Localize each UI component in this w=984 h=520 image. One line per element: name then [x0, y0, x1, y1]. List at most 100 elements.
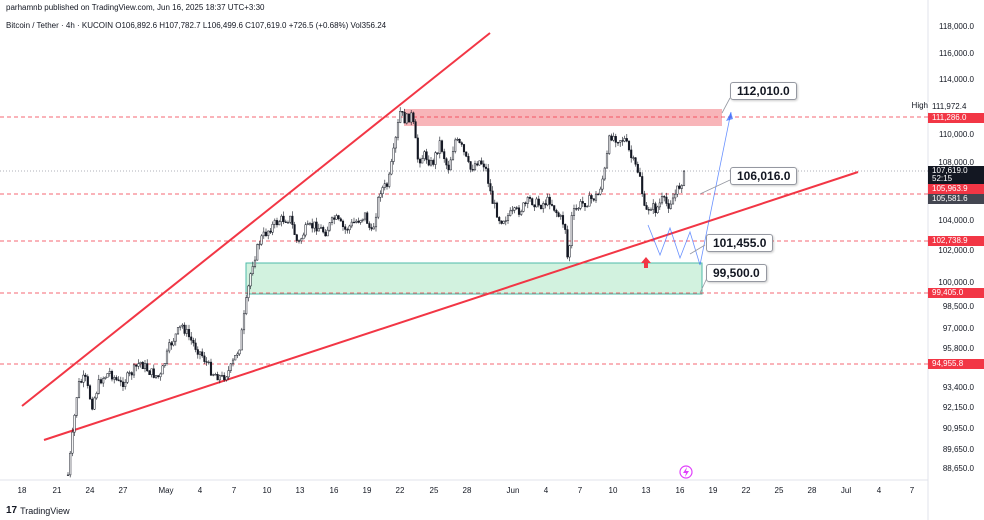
candle-body: [379, 193, 382, 198]
callout-99500[interactable]: 99,500.0: [706, 264, 767, 282]
price-axis-label: 102,000.0: [938, 246, 974, 255]
candle-body: [223, 375, 226, 381]
candle-body: [93, 397, 96, 410]
candle-body: [621, 140, 624, 142]
price-tag: 102,738.9: [928, 236, 984, 246]
candle-body: [350, 221, 353, 227]
candle-body: [128, 372, 131, 374]
candle-body: [84, 374, 87, 377]
candle-body: [372, 226, 375, 230]
candle-body: [220, 375, 224, 377]
candle-body: [658, 202, 661, 208]
callout-106016[interactable]: 106,016.0: [730, 167, 798, 185]
candle-body: [240, 329, 243, 351]
candle-body: [401, 111, 404, 113]
footer: 17 TradingView: [6, 505, 70, 516]
arrow-up-icon: [641, 257, 651, 268]
lightning-icon[interactable]: [679, 465, 693, 479]
candle-body: [225, 376, 228, 381]
candle-body: [588, 195, 591, 207]
candle-body: [388, 173, 391, 187]
candle-body: [656, 206, 659, 213]
time-axis-label: 16: [675, 486, 685, 495]
connector-101455: [689, 244, 706, 255]
candle-body: [357, 220, 360, 223]
candle-body: [212, 374, 215, 376]
connector-99500: [699, 277, 708, 294]
candle-body: [676, 185, 679, 195]
candle-body: [121, 381, 125, 387]
candle-body: [300, 238, 303, 242]
candle-body: [520, 211, 523, 215]
candle-body: [154, 375, 158, 378]
callout-112010[interactable]: 112,010.0: [730, 82, 797, 100]
candle-body: [247, 285, 250, 298]
candle-body: [623, 138, 626, 142]
candle-body: [583, 203, 587, 208]
callout-101455[interactable]: 101,455.0: [706, 234, 774, 252]
candle-body: [449, 159, 452, 171]
lower-trendline[interactable]: [43, 171, 859, 441]
candle-body: [555, 210, 558, 214]
candle-body: [99, 379, 103, 384]
candle-body: [535, 198, 538, 208]
candle-body: [322, 227, 325, 233]
candle-body: [242, 313, 246, 331]
candle-body: [601, 178, 604, 190]
support-zone[interactable]: [245, 262, 703, 295]
price-axis-label: 98,500.0: [942, 302, 974, 311]
candle-body: [487, 168, 490, 184]
candle-body: [495, 202, 499, 218]
symbol-info: Bitcoin / Tether · 4h · KUCOIN O106,892.…: [6, 21, 387, 30]
candle-body: [71, 431, 74, 454]
candle-body: [385, 183, 389, 187]
candle-body: [102, 378, 105, 384]
candle-body: [108, 371, 111, 374]
candle-body: [355, 220, 358, 223]
connector-112010: [721, 97, 731, 114]
candle-body: [447, 164, 450, 171]
candle-body: [264, 231, 268, 236]
candle-body: [126, 372, 129, 383]
time-axis-label: 19: [708, 486, 718, 495]
projection-arrow-icon: [726, 112, 733, 121]
candles: [66, 107, 686, 478]
candle-body: [172, 340, 175, 346]
candle-body: [159, 373, 162, 378]
resistance-zone[interactable]: [404, 109, 722, 126]
candle-body: [253, 259, 257, 267]
candle-body: [302, 234, 305, 240]
price-tag: 105,581.6: [928, 194, 984, 204]
candle-body: [205, 361, 208, 363]
candle-body: [432, 160, 435, 165]
price-axis-label: 110,000.0: [939, 130, 974, 139]
candle-body: [581, 201, 584, 204]
candle-body: [425, 151, 428, 161]
candle-body: [506, 215, 510, 221]
price-axis-label: 89,650.0: [942, 445, 974, 454]
levels: [0, 116, 928, 365]
candle-body: [484, 166, 488, 169]
candle-body: [207, 361, 210, 364]
connector-106016: [699, 179, 731, 195]
candle-body: [544, 203, 547, 206]
upper-trendline[interactable]: [21, 32, 491, 407]
lightning-bolt: [683, 467, 689, 477]
candle-body: [231, 359, 235, 365]
price-tag: 99,405.0: [928, 288, 984, 298]
candle-body: [260, 235, 263, 245]
candle-body: [157, 375, 160, 378]
candle-body: [515, 207, 518, 209]
candle-body: [394, 136, 397, 149]
time-axis-label: 21: [52, 486, 62, 495]
time-axis-label: 24: [85, 486, 95, 495]
candle-body: [190, 336, 193, 341]
candle-body: [682, 170, 686, 186]
candle-body: [238, 349, 241, 355]
candle-body: [183, 324, 186, 334]
candle-body: [66, 474, 70, 476]
candle-body: [146, 363, 149, 372]
candle-body: [429, 160, 433, 166]
